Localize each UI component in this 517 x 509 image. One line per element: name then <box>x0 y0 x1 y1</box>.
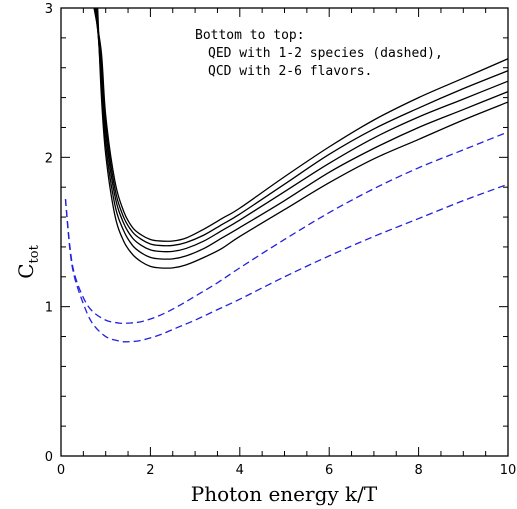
y-axis-label-subscript: tot <box>27 244 42 263</box>
y-tick-label: 1 <box>45 301 53 316</box>
qcd-solid-curve-3 <box>97 7 509 269</box>
ticks: 0 2 4 6 8 10 0 1 2 3 <box>45 2 517 478</box>
y-tick-label: 0 <box>45 450 53 465</box>
plot-frame <box>60 7 509 457</box>
annotation-line-2: QED with 1-2 species (dashed), <box>208 46 443 61</box>
y-axis-label: Ctot <box>14 244 42 278</box>
series-lines <box>64 7 509 343</box>
y-axis-label-main: C <box>14 263 38 278</box>
annotation-line-1: Bottom to top: <box>195 28 305 43</box>
annotation: Bottom to top: QED with 1-2 species (das… <box>195 28 443 79</box>
annotation-line-3: QCD with 2-6 flavors. <box>208 64 372 79</box>
svg-text:Ctot: Ctot <box>14 244 42 278</box>
y-tick-label: 3 <box>45 2 53 17</box>
x-tick-label: 0 <box>57 463 65 478</box>
qed-dashed-curve-1 <box>64 183 509 343</box>
qed-dashed-curve-2 <box>64 131 509 325</box>
qcd-solid-curve-4 <box>96 7 509 260</box>
x-axis-label: Photon energy k/T <box>191 482 378 506</box>
qcd-solid-curve-5 <box>95 7 509 253</box>
x-tick-label: 4 <box>236 463 244 478</box>
x-tick-label: 6 <box>325 463 333 478</box>
qcd-solid-curve-7 <box>93 7 509 242</box>
x-tick-label: 10 <box>500 463 517 478</box>
x-tick-label: 8 <box>414 463 422 478</box>
qcd-solid-curve-6 <box>94 7 509 247</box>
x-tick-label: 2 <box>146 463 154 478</box>
y-tick-label: 2 <box>45 151 53 166</box>
